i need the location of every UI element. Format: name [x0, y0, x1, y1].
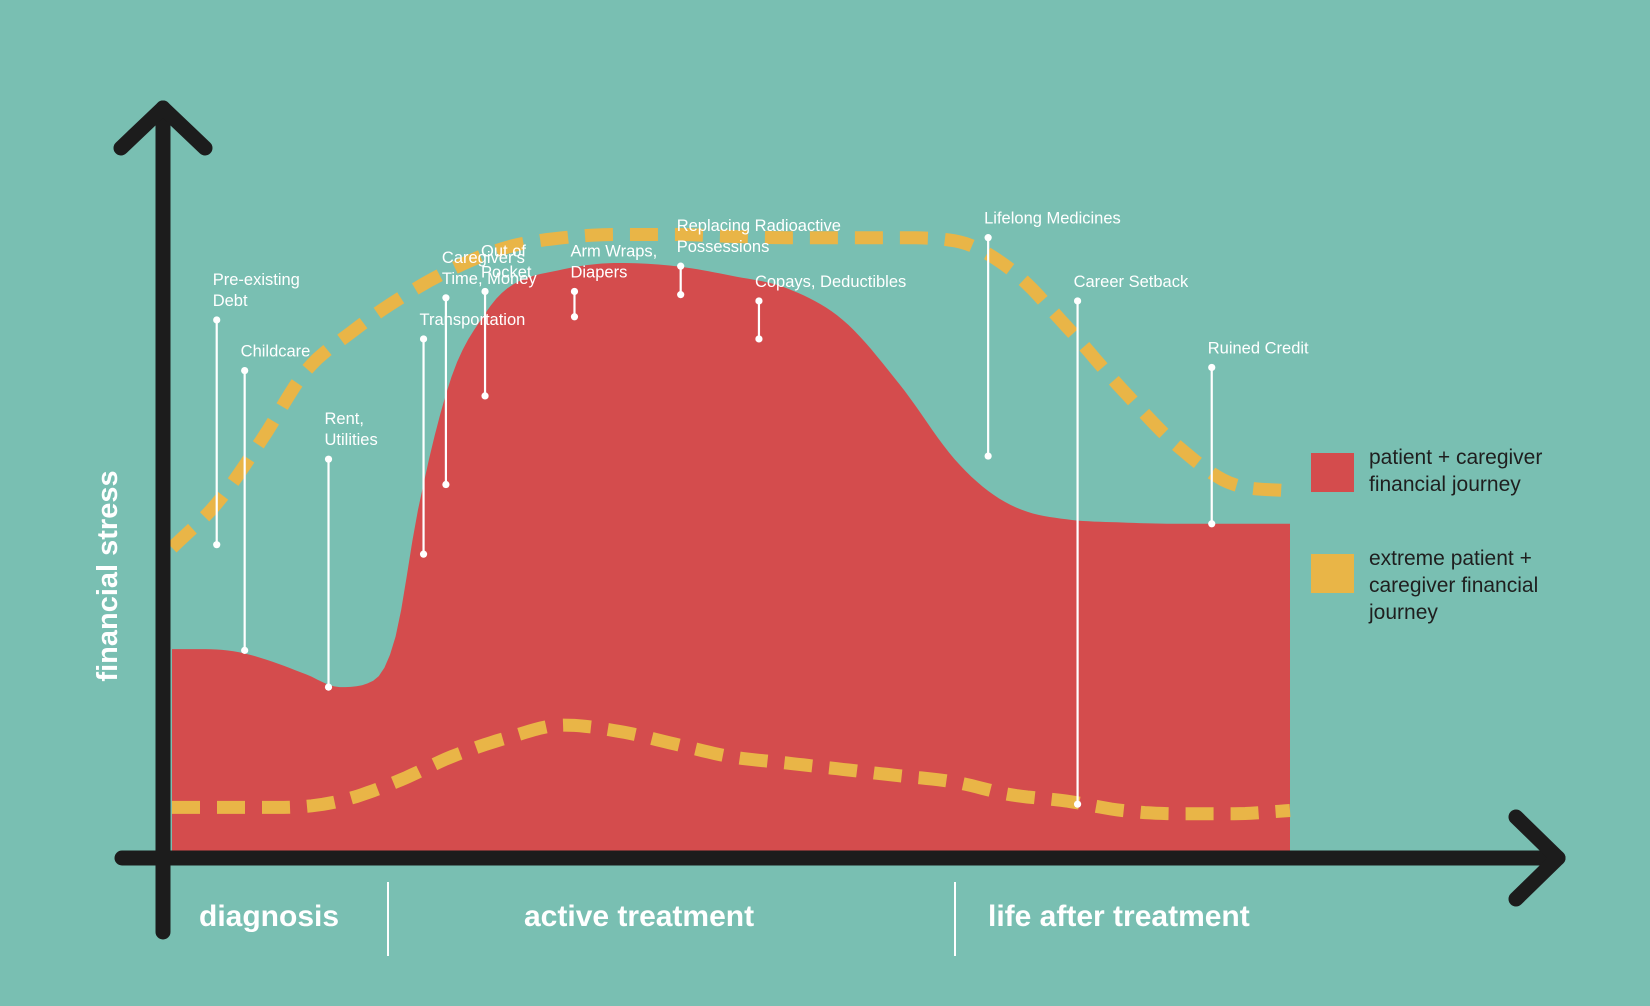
journey-area-layer — [172, 263, 1290, 858]
legend-label: extreme patient + — [1369, 547, 1532, 570]
legend-label: caregiver financial — [1369, 574, 1538, 597]
annotation-bottom-dot — [442, 480, 450, 489]
annotation-label: Career Setback — [1074, 273, 1189, 291]
annotation-label: Rent, — [325, 410, 364, 428]
phase-labels-layer: diagnosis active treatment life after trea… — [199, 882, 1250, 956]
phase-label: active treatment — [524, 900, 754, 933]
annotation-top-dot — [213, 316, 221, 324]
annotation: Lifelong Medicines — [984, 210, 1121, 460]
annotation-label: Ruined Credit — [1208, 339, 1309, 357]
annotation-label: Pocket — [481, 263, 532, 281]
annotation: Arm Wraps, Diapers — [570, 242, 657, 321]
legend: patient + caregiver financial journey extr… — [1311, 446, 1542, 624]
legend-swatch — [1311, 453, 1354, 492]
annotation-top-dot — [324, 455, 333, 463]
extreme-journey-upper-line — [167, 228, 1291, 553]
annotation-top-dot — [570, 287, 579, 296]
annotation-bottom-dot — [213, 541, 221, 549]
legend-label: journey — [1368, 601, 1438, 624]
extreme-journey-lower-line — [172, 718, 1291, 821]
phase-label: life after treatment — [988, 900, 1250, 933]
annotation-top-dot — [1073, 297, 1082, 305]
annotation: Career Setback — [1074, 273, 1189, 808]
annotation: Copays, Deductibles — [755, 273, 906, 343]
annotation: Pre-existing Debt — [213, 271, 300, 549]
annotation-bottom-dot — [755, 335, 763, 343]
annotation-top-dot — [677, 262, 685, 270]
annotation-label: Replacing Radioactive — [677, 217, 841, 235]
annotation: Ruined Credit — [1208, 339, 1309, 528]
annotation: Rent, Utilities — [324, 410, 378, 691]
annotations-layer: Pre-existing Debt Childcare Rent, Utilities T… — [213, 210, 1309, 808]
annotation: Replacing Radioactive Possessions — [677, 217, 841, 299]
annotation-top-dot — [481, 287, 489, 296]
annotation-label: Lifelong Medicines — [984, 210, 1121, 228]
legend-item: extreme patient + caregiver financial jour… — [1311, 547, 1538, 624]
annotation-label: Childcare — [241, 343, 311, 361]
x-axis-arrowhead — [1508, 809, 1566, 907]
annotation-bottom-dot — [984, 452, 992, 460]
annotation: Childcare — [241, 343, 311, 654]
legend-label: patient + caregiver — [1369, 446, 1542, 469]
journey-area — [172, 263, 1290, 858]
annotation: Out of Pocket — [481, 242, 532, 400]
annotation-top-dot — [755, 297, 763, 305]
annotation-bottom-dot — [677, 291, 685, 299]
annotation-bottom-dot — [1073, 800, 1082, 808]
annotation-top-dot — [442, 294, 450, 302]
legend-swatch — [1311, 554, 1354, 593]
phase-label: diagnosis — [199, 900, 339, 933]
annotation-label: Utilities — [325, 431, 378, 449]
annotation: Caregiver's Time, Money — [442, 249, 537, 489]
annotation-label: Debt — [213, 292, 248, 310]
annotation-top-dot — [984, 234, 992, 242]
annotation-top-dot — [419, 335, 428, 343]
axes-layer: financial stress — [92, 100, 1566, 940]
annotation-label: Transportation — [420, 311, 526, 329]
annotation-bottom-dot — [1208, 520, 1216, 528]
annotation-top-dot — [1208, 363, 1216, 372]
y-axis-title: financial stress — [92, 470, 124, 681]
legend-item: patient + caregiver financial journey — [1311, 446, 1542, 496]
annotation-label: Arm Wraps, — [570, 242, 657, 260]
annotation-label: Caregiver's — [442, 249, 525, 267]
annotation-bottom-dot — [570, 313, 579, 321]
annotation-label: Out of — [481, 242, 526, 260]
annotation-top-dot — [241, 366, 249, 375]
annotation-label: Possessions — [677, 238, 770, 256]
annotation-label: Copays, Deductibles — [755, 273, 906, 291]
annotation-label: Pre-existing — [213, 271, 300, 289]
annotation-bottom-dot — [324, 683, 333, 691]
annotation-label: Time, Money — [442, 270, 537, 288]
y-axis-arrowhead — [113, 100, 213, 156]
annotation-label: Diapers — [570, 263, 627, 281]
extreme-journey-layer — [167, 228, 1291, 821]
annotation-bottom-dot — [419, 550, 428, 558]
annotation-bottom-dot — [481, 392, 489, 400]
legend-label: financial journey — [1369, 473, 1521, 496]
annotation-bottom-dot — [241, 646, 249, 654]
